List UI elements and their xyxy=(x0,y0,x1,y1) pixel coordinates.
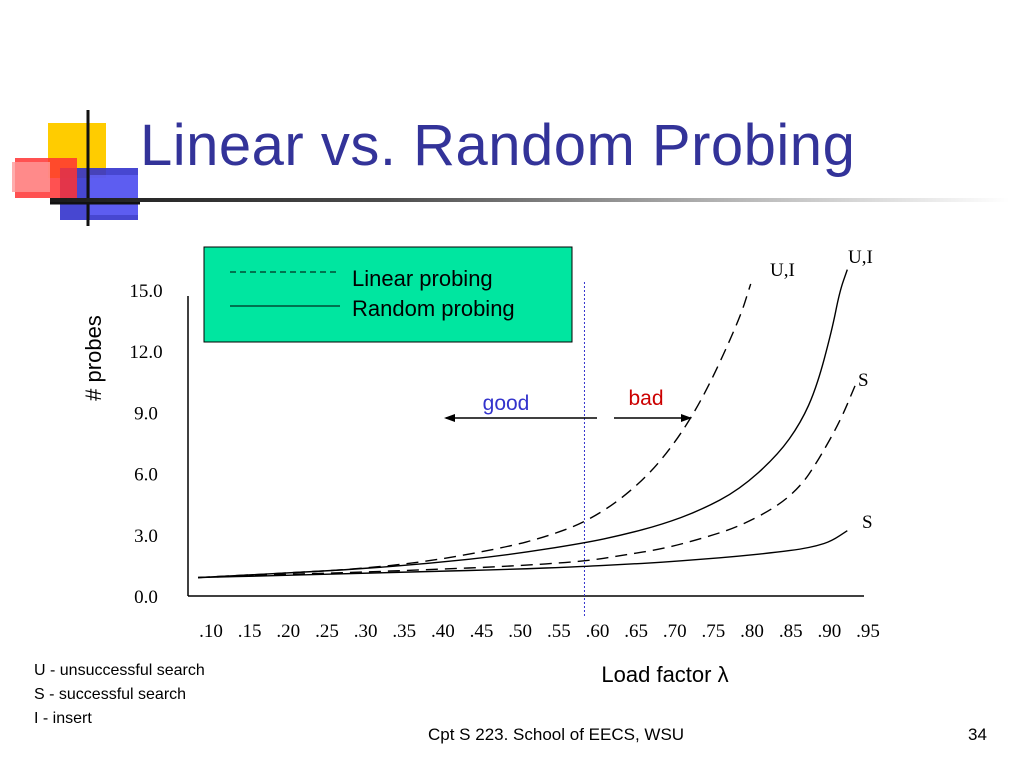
x-tick-label: .95 xyxy=(856,621,880,642)
series-label: U,I xyxy=(848,247,873,268)
series-line-linear-ui xyxy=(197,283,752,579)
bad-label: bad xyxy=(628,387,663,410)
y-tick-label: 9.0 xyxy=(134,403,158,424)
title-rule xyxy=(50,198,1010,202)
series-line-random-ui xyxy=(197,269,848,579)
x-axis-label: Load factor λ xyxy=(601,662,728,687)
page-number: 34 xyxy=(968,725,987,744)
x-tick-labels: .10 .15 .20 .25 .30 .35 .40 .45 .50 .55 .60 .65 .70.… xyxy=(199,621,880,642)
good-arrowhead xyxy=(444,414,455,422)
x-tick-label: .85 xyxy=(779,621,803,642)
y-tick-label: 15.0 xyxy=(129,281,162,302)
y-tick-labels: 0.0 3.0 6.0 9.0 12.0 15.0 xyxy=(129,281,162,608)
x-tick-label: .45 xyxy=(470,621,494,642)
good-label: good xyxy=(483,392,530,415)
deco-pink-square xyxy=(12,162,50,192)
x-tick-label: .65 xyxy=(624,621,648,642)
bad-arrowhead xyxy=(681,414,692,422)
y-tick-label: 0.0 xyxy=(134,587,158,608)
slide-title: Linear vs. Random Probing xyxy=(140,113,856,178)
y-axis-label: # probes xyxy=(81,315,106,401)
x-tick-label: .35 xyxy=(392,621,416,642)
series-line-linear-s xyxy=(197,385,856,579)
key-successful: S - successful search xyxy=(34,686,187,703)
x-tick-label: .80 xyxy=(740,621,764,642)
y-tick-label: 12.0 xyxy=(129,342,162,363)
curves: U,I U,I S S xyxy=(197,247,873,579)
legend-label-linear: Linear probing xyxy=(352,266,493,291)
y-tick-label: 6.0 xyxy=(134,465,158,486)
title-decoration xyxy=(12,110,140,226)
series-label: U,I xyxy=(770,260,795,281)
x-tick-label: .55 xyxy=(547,621,571,642)
deco-blue-highlight xyxy=(90,175,138,215)
x-tick-label: .20 xyxy=(276,621,300,642)
x-tick-label: .50 xyxy=(508,621,532,642)
x-tick-label: .60 xyxy=(586,621,610,642)
legend-label-random: Random probing xyxy=(352,296,515,321)
x-tick-label: .40 xyxy=(431,621,455,642)
x-tick-label: .30 xyxy=(354,621,378,642)
x-tick-label: .75 xyxy=(702,621,726,642)
series-label: S xyxy=(862,512,873,533)
x-tick-label: .25 xyxy=(315,621,339,642)
key-insert: I - insert xyxy=(34,710,92,727)
x-tick-label: .15 xyxy=(238,621,262,642)
x-tick-label: .10 xyxy=(199,621,223,642)
x-tick-label: .70 xyxy=(663,621,687,642)
y-tick-label: 3.0 xyxy=(134,526,158,547)
footer-course: Cpt S 223. School of EECS, WSU xyxy=(428,725,685,744)
series-label: S xyxy=(858,370,869,391)
key-unsuccessful: U - unsuccessful search xyxy=(34,662,205,679)
series-line-random-s xyxy=(197,530,848,579)
x-tick-label: .90 xyxy=(817,621,841,642)
axes xyxy=(187,282,864,616)
legend-box xyxy=(203,246,573,343)
